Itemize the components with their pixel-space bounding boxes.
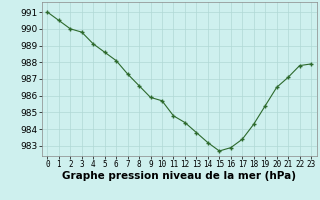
X-axis label: Graphe pression niveau de la mer (hPa): Graphe pression niveau de la mer (hPa) (62, 171, 296, 181)
